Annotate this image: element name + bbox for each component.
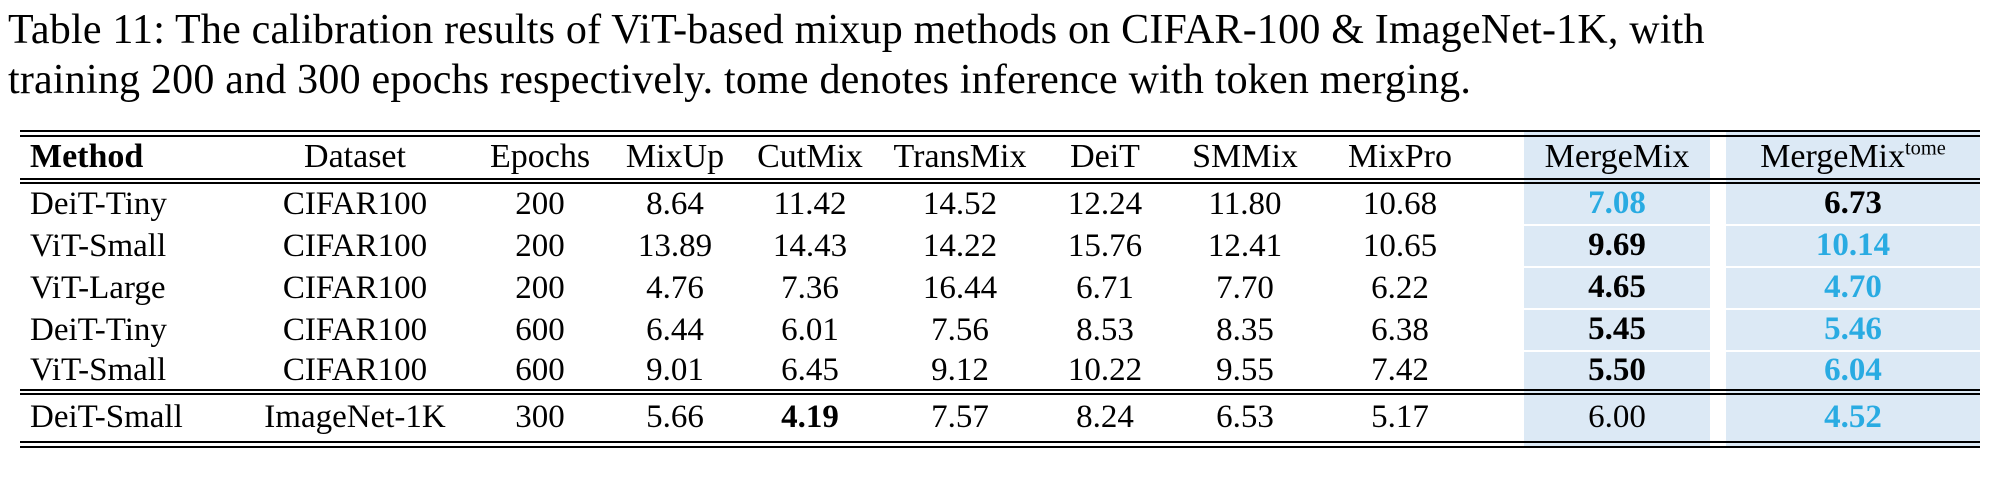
cell-method: DeiT-Tiny <box>30 312 167 349</box>
column-header-mergemix_tome: MergeMixtome <box>1710 129 1980 184</box>
cell-mixup: 13.89 <box>637 228 713 265</box>
cell-method: ViT-Small <box>20 352 240 395</box>
cell-deit: 8.24 <box>1040 395 1170 448</box>
cell-mixup: 9.01 <box>610 352 740 395</box>
caption-line-2: training 200 and 300 epochs respectively… <box>8 56 1472 103</box>
table-row: ViT-Small CIFAR100 600 9.01 6.45 9.12 10.22 9.5… <box>20 351 1980 395</box>
cell-smmix: 8.35 <box>1216 312 1274 349</box>
cell-transmix: 7.56 <box>931 312 989 349</box>
cell-mergemix_tome: 5.46 <box>1710 309 1980 352</box>
cell-deit: 6.71 <box>1076 270 1134 307</box>
cell-mergemix_tome: 10.14 <box>1710 225 1980 268</box>
cell-transmix: 14.52 <box>922 186 998 223</box>
cell-method: ViT-Small <box>30 228 167 265</box>
cell-dataset: CIFAR100 <box>282 186 428 223</box>
cell-epochs: 200 <box>515 228 565 265</box>
cell-cutmix: 7.36 <box>781 270 839 307</box>
cell-dataset: CIFAR100 <box>282 270 428 307</box>
cell-mixup: 6.44 <box>646 312 704 349</box>
cell-transmix: 7.57 <box>880 395 1040 448</box>
table-row: DeiT-Tiny CIFAR100 200 8.64 11.42 14.52 12.24 1… <box>20 183 1980 226</box>
cell-deit: 8.53 <box>1076 312 1134 349</box>
cell-dataset: CIFAR100 <box>282 228 428 265</box>
cell-mergemix: 7.08 <box>1480 183 1710 226</box>
cell-smmix: 11.80 <box>1208 186 1282 223</box>
cell-cutmix: 6.45 <box>740 352 880 395</box>
table-row: ViT-Small CIFAR100 200 13.89 14.43 14.22 15.76… <box>20 225 1980 268</box>
table-caption: Table 11: The calibration results of ViT… <box>8 6 1981 106</box>
cell-mixpro: 6.22 <box>1371 270 1429 307</box>
cell-method: ViT-Large <box>30 270 166 307</box>
cell-mergemix: 5.50 <box>1480 351 1710 395</box>
cell-transmix: 16.44 <box>922 270 998 307</box>
cell-mixup: 5.66 <box>610 395 740 448</box>
cell-cutmix: 14.43 <box>772 228 848 265</box>
cell-smmix: 9.55 <box>1170 352 1320 395</box>
cell-epochs: 200 <box>515 186 565 223</box>
column-header-epochs: Epochs <box>470 129 610 184</box>
cell-mixpro: 7.42 <box>1320 352 1480 395</box>
cell-smmix: 7.70 <box>1216 270 1274 307</box>
cell-deit: 10.22 <box>1040 352 1170 395</box>
cell-mergemix_tome: 4.52 <box>1710 394 1980 448</box>
results-table: Method Dataset Epochs MixUp CutMix TransMix De… <box>20 129 1980 448</box>
cell-mergemix: 4.65 <box>1480 267 1710 310</box>
cell-cutmix: 6.01 <box>781 312 839 349</box>
table-row: DeiT-Small ImageNet-1K 300 5.66 4.19 7.57 8.24… <box>20 394 1980 448</box>
cell-epochs: 200 <box>515 270 565 307</box>
cell-mixpro: 10.68 <box>1362 186 1438 223</box>
column-header-dataset: Dataset <box>240 129 470 184</box>
cell-mixpro: 10.65 <box>1362 228 1438 265</box>
cell-deit: 12.24 <box>1067 186 1143 223</box>
cell-epochs: 300 <box>470 395 610 448</box>
column-header-transmix: TransMix <box>880 129 1040 184</box>
cell-mixpro: 5.17 <box>1320 395 1480 448</box>
cell-dataset: CIFAR100 <box>282 312 428 349</box>
column-header-deit: DeiT <box>1040 129 1170 184</box>
tome-superscript: tome <box>1905 138 1946 161</box>
cell-deit: 15.76 <box>1067 228 1143 265</box>
cell-mixup: 4.76 <box>646 270 704 307</box>
column-header-method: Method <box>20 129 240 184</box>
cell-dataset: ImageNet-1K <box>240 395 470 448</box>
cell-cutmix: 11.42 <box>773 186 847 223</box>
header-row: Method Dataset Epochs MixUp CutMix TransMix De… <box>20 129 1980 184</box>
imagenet-rows: DeiT-Small ImageNet-1K 300 5.66 4.19 7.57 8.24… <box>20 394 1980 448</box>
cell-mixpro: 6.38 <box>1371 312 1429 349</box>
column-header-mixpro: MixPro <box>1320 129 1480 184</box>
column-header-mixup: MixUp <box>610 129 740 184</box>
cell-epochs: 600 <box>470 352 610 395</box>
cell-dataset: CIFAR100 <box>240 352 470 395</box>
column-header-cutmix: CutMix <box>740 129 880 184</box>
cell-mixup: 8.64 <box>646 186 704 223</box>
cell-epochs: 600 <box>515 312 565 349</box>
cell-mergemix_tome: 6.73 <box>1710 183 1980 226</box>
cell-method: DeiT-Tiny <box>30 186 167 223</box>
column-header-mergemix: MergeMix <box>1480 129 1710 184</box>
table-row: ViT-Large CIFAR100 200 4.76 7.36 16.44 6.71 7.7… <box>20 267 1980 310</box>
cell-cutmix: 4.19 <box>740 395 880 448</box>
cell-smmix: 6.53 <box>1170 395 1320 448</box>
cell-smmix: 12.41 <box>1207 228 1283 265</box>
cifar100-rows: DeiT-Tiny CIFAR100 200 8.64 11.42 14.52 12.24 1… <box>20 183 1980 395</box>
cell-transmix: 14.22 <box>922 228 998 265</box>
caption-line-1: Table 11: The calibration results of ViT… <box>8 7 1705 53</box>
cell-transmix: 9.12 <box>880 352 1040 395</box>
cell-mergemix: 9.69 <box>1480 225 1710 268</box>
column-header-smmix: SMMix <box>1170 129 1320 184</box>
cell-method: DeiT-Small <box>20 395 240 448</box>
table-row: DeiT-Tiny CIFAR100 600 6.44 6.01 7.56 8.53 8.35… <box>20 309 1980 352</box>
cell-mergemix: 6.00 <box>1480 394 1710 448</box>
cell-mergemix_tome: 6.04 <box>1710 351 1980 395</box>
paper-table-figure: Table 11: The calibration results of ViT… <box>0 6 1995 448</box>
cell-mergemix_tome: 4.70 <box>1710 267 1980 310</box>
cell-mergemix: 5.45 <box>1480 309 1710 352</box>
